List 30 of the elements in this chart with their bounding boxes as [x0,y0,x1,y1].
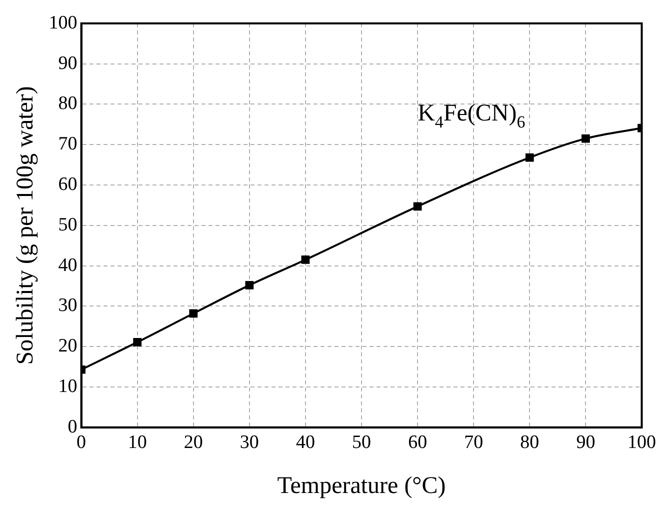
y-tick-label: 20 [58,336,78,357]
x-tick-label: 70 [464,432,484,453]
point [525,153,534,162]
point [245,281,254,290]
point [301,256,310,264]
point [133,338,142,346]
y-tick-label: 10 [58,376,78,397]
x-tick-label: 80 [520,432,540,453]
x-tick-label: 50 [352,432,372,453]
x-tick-label: 60 [408,432,428,453]
x-tick-label: 100 [628,432,656,453]
y-tick-label: 40 [58,254,78,276]
point [582,134,590,143]
y-axis-title: Solubility (g per 100g water) [12,86,39,365]
x-tick-label: 40 [296,432,315,453]
point [189,309,198,318]
y-tick-label: 80 [58,93,78,114]
x-tick-label: 10 [128,432,147,453]
y-tick-label: 0 [68,416,78,438]
y-tick-label: 100 [48,12,78,34]
x-tick-label: 30 [240,432,259,453]
x-axis-title: Temperature (°C) [277,472,446,499]
y-tick-label: 70 [58,134,78,155]
point [413,202,422,211]
y-tick-label: 90 [58,52,78,74]
x-tick-label: 20 [184,432,203,453]
y-tick-label: 30 [58,295,78,316]
x-tick-label: 90 [576,432,596,453]
y-tick-label: 60 [58,174,78,195]
y-tick-label: 50 [58,214,78,236]
